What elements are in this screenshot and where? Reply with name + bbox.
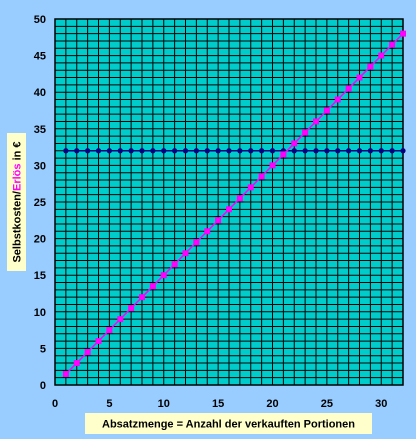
data-point-selbstkosten: [215, 148, 221, 154]
data-point-erl-s: [204, 228, 211, 235]
data-point-erl-s: [139, 294, 145, 301]
y-tick-label: 35: [34, 124, 46, 136]
y-axis-label-part: Erlös: [12, 163, 24, 191]
data-point-selbstkosten: [226, 148, 232, 154]
data-point-erl-s: [280, 151, 287, 158]
data-point-erl-s: [258, 173, 265, 180]
data-point-selbstkosten: [335, 148, 341, 154]
y-tick-label: 40: [34, 87, 46, 99]
y-tick-label: 50: [34, 14, 46, 26]
plot-border: [54, 18, 404, 386]
series-layer: [62, 30, 406, 378]
data-point-erl-s: [106, 327, 113, 334]
data-point-selbstkosten: [324, 148, 330, 154]
data-point-selbstkosten: [128, 148, 134, 154]
data-point-selbstkosten: [63, 148, 69, 154]
data-point-erl-s: [160, 272, 167, 279]
x-tick-label: 10: [158, 398, 170, 410]
data-point-erl-s: [73, 360, 80, 367]
data-point-erl-s: [193, 239, 200, 246]
data-point-selbstkosten: [259, 148, 265, 154]
data-point-selbstkosten: [237, 148, 243, 154]
data-point-selbstkosten: [389, 148, 395, 154]
x-tick-label: 20: [266, 398, 278, 410]
data-point-selbstkosten: [74, 148, 80, 154]
data-point-erl-s: [334, 96, 341, 103]
data-point-selbstkosten: [313, 148, 319, 154]
data-point-selbstkosten: [400, 148, 406, 154]
y-axis-label-part: in €: [12, 141, 24, 163]
data-point-erl-s: [389, 41, 396, 48]
y-axis-label-group: Selbstkosten/Erlös in €: [7, 133, 26, 271]
data-point-erl-s: [323, 107, 330, 114]
data-point-erl-s: [149, 283, 156, 290]
data-point-erl-s: [62, 371, 69, 378]
data-point-selbstkosten: [291, 148, 297, 154]
data-point-selbstkosten: [269, 148, 276, 154]
data-point-selbstkosten: [182, 148, 189, 154]
y-tick-label: 0: [40, 380, 46, 392]
y-axis-label-box: [7, 133, 26, 271]
data-point-erl-s: [269, 162, 276, 169]
data-point-erl-s: [117, 316, 124, 323]
data-point-erl-s: [302, 129, 309, 136]
y-tick-label: 15: [34, 270, 46, 282]
x-axis-label-group: Absatzmenge = Anzahl der verkauften Port…: [85, 413, 372, 434]
x-axis-label-box: [85, 413, 372, 434]
data-point-selbstkosten: [139, 148, 145, 154]
data-point-selbstkosten: [302, 148, 308, 154]
y-tick-label: 10: [34, 307, 46, 319]
x-tick-label: 25: [321, 398, 333, 410]
data-point-erl-s: [171, 261, 178, 268]
data-point-selbstkosten: [172, 148, 178, 154]
y-axis-label-part: Selbstkosten/: [12, 191, 24, 263]
data-point-selbstkosten: [106, 148, 112, 154]
data-point-erl-s: [182, 250, 189, 257]
x-tick-label: 15: [212, 398, 224, 410]
data-point-erl-s: [345, 85, 352, 92]
data-point-selbstkosten: [150, 148, 156, 154]
data-point-erl-s: [378, 52, 385, 59]
y-tick-label: 25: [34, 197, 46, 209]
data-point-selbstkosten: [367, 148, 373, 154]
data-point-selbstkosten: [85, 148, 91, 154]
y-tick-label: 20: [34, 234, 46, 246]
x-tick-label: 5: [106, 398, 112, 410]
data-point-erl-s: [236, 195, 243, 202]
x-axis-label: Absatzmenge = Anzahl der verkauften Port…: [102, 419, 355, 431]
data-point-selbstkosten: [378, 148, 384, 154]
data-point-erl-s: [95, 338, 102, 345]
data-point-selbstkosten: [117, 148, 123, 154]
data-point-selbstkosten: [346, 148, 352, 154]
data-point-selbstkosten: [356, 148, 363, 154]
data-point-erl-s: [128, 305, 135, 312]
data-point-erl-s: [400, 30, 406, 37]
y-tick-label: 5: [40, 343, 46, 355]
y-axis-label: Selbstkosten/Erlös in €: [12, 141, 24, 262]
data-point-selbstkosten: [204, 148, 210, 154]
y-tick-label: 45: [34, 51, 46, 63]
x-tick-label: 30: [375, 398, 387, 410]
data-point-selbstkosten: [248, 148, 254, 154]
x-tick-label: 0: [52, 398, 58, 410]
data-point-erl-s: [367, 63, 374, 70]
data-point-erl-s: [291, 140, 298, 147]
data-point-selbstkosten: [161, 148, 167, 154]
grid-layer: [54, 18, 404, 386]
data-point-erl-s: [215, 217, 222, 224]
data-point-erl-s: [226, 206, 232, 213]
data-point-selbstkosten: [95, 148, 102, 154]
y-tick-label: 30: [34, 160, 46, 172]
tick-labels: 0 5 10 15 20 25 30 35 40 45 50 0 5 10 15 20 25 30: [34, 14, 388, 410]
data-point-erl-s: [356, 74, 363, 81]
data-point-erl-s: [84, 349, 91, 356]
data-point-selbstkosten: [193, 148, 199, 154]
data-point-erl-s: [247, 184, 254, 191]
data-point-erl-s: [313, 118, 319, 125]
